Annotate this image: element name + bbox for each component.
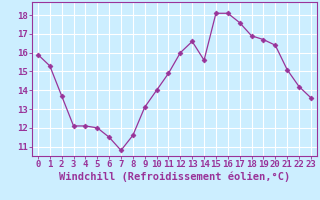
X-axis label: Windchill (Refroidissement éolien,°C): Windchill (Refroidissement éolien,°C) [59, 172, 290, 182]
